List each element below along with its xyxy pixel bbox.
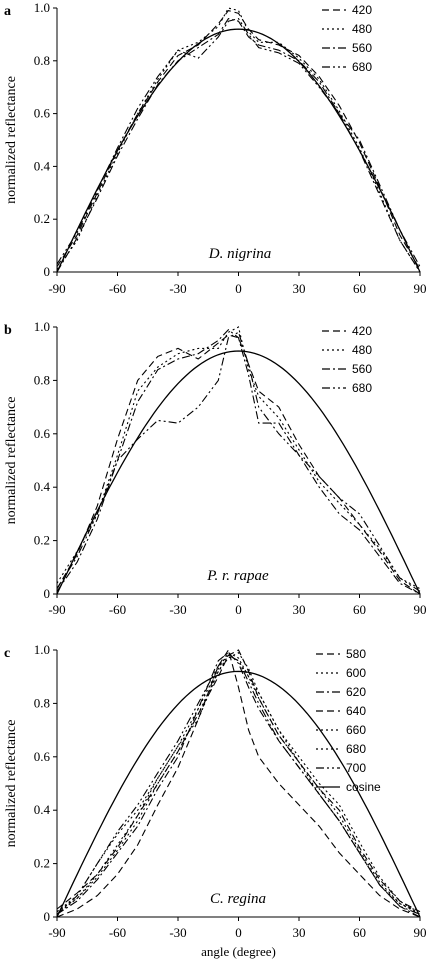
panel-label: b xyxy=(4,323,12,338)
x-tick-label: 90 xyxy=(414,281,427,296)
x-tick-label: 60 xyxy=(353,602,366,617)
legend-label: 560 xyxy=(352,362,372,376)
legend-label: 600 xyxy=(346,666,366,680)
x-tick-label: -60 xyxy=(109,925,126,940)
y-tick-label: 0.2 xyxy=(34,211,50,226)
x-tick-label: 60 xyxy=(353,281,366,296)
y-tick-label: 0.8 xyxy=(34,695,50,710)
chart-panel-a: a normalized reflectance 0 0.2 0.4 0.6 0.8 1.0 -… xyxy=(4,0,427,296)
x-tick-label: 0 xyxy=(235,281,242,296)
series-line-480 xyxy=(56,7,421,273)
legend-label: 480 xyxy=(352,343,372,357)
x-tick-label: -30 xyxy=(169,925,186,940)
y-tick-label: 1.0 xyxy=(34,319,50,334)
series-line-680 xyxy=(56,651,421,915)
x-tick-label: -90 xyxy=(48,281,65,296)
y-tick-label: 0.2 xyxy=(34,856,50,871)
series-line-560 xyxy=(56,17,421,273)
y-tick-label: 0 xyxy=(44,909,51,924)
legend-label: 680 xyxy=(352,60,372,74)
x-axis-label: angle (degree) xyxy=(201,944,276,959)
series-line-cosine xyxy=(56,670,421,918)
legend-label: 680 xyxy=(346,742,366,756)
x-tick-label: 0 xyxy=(235,602,242,617)
series-line-cosine-fit xyxy=(56,350,421,595)
y-axis-label: normalized reflectance xyxy=(4,76,19,204)
x-tick-label: -90 xyxy=(48,602,65,617)
legend-label: 480 xyxy=(352,22,372,36)
series-line-420 xyxy=(56,334,421,595)
series-line-480 xyxy=(56,326,421,590)
x-tick-label: -60 xyxy=(109,281,126,296)
series-line-660 xyxy=(56,651,421,915)
legend-label: cosine xyxy=(346,780,381,794)
y-tick-label: 0.4 xyxy=(34,802,51,817)
series-line-580 xyxy=(56,648,421,918)
species-annotation: P. r. rapae xyxy=(206,568,269,584)
x-tick-label: -30 xyxy=(169,281,186,296)
legend-label: 660 xyxy=(346,723,366,737)
series-line-680 xyxy=(56,17,421,267)
x-tick-label: -90 xyxy=(48,925,65,940)
legend-label: 560 xyxy=(352,41,372,55)
x-tick-label: -60 xyxy=(109,602,126,617)
y-axis-label: normalized reflectance xyxy=(4,397,19,525)
legend-label: 700 xyxy=(346,761,366,775)
series-line-560 xyxy=(56,328,421,595)
series-line-680 xyxy=(56,331,421,592)
chart-panel-b: b normalized reflectance 0 0.2 0.4 0.6 0.8 1.0 -… xyxy=(4,319,427,617)
y-tick-label: 0.8 xyxy=(34,372,50,387)
y-tick-label: 0.4 xyxy=(34,158,51,173)
legend-label: 680 xyxy=(352,381,372,395)
x-tick-label: 60 xyxy=(353,925,366,940)
x-tick-label: 30 xyxy=(293,925,306,940)
legend-label: 620 xyxy=(346,685,366,699)
x-tick-label: 30 xyxy=(293,602,306,617)
y-tick-label: 0.6 xyxy=(34,106,51,121)
series-line-cosine-fit xyxy=(56,28,421,273)
species-annotation: C. regina xyxy=(210,891,266,907)
chart-panel-c: c normalized reflectance 0 0.2 0.4 0.6 0.8 1.0 -… xyxy=(4,642,427,959)
y-tick-label: 1.0 xyxy=(34,0,50,15)
y-tick-label: 0.6 xyxy=(34,426,51,441)
x-tick-label: 90 xyxy=(414,925,427,940)
x-tick-label: 90 xyxy=(414,602,427,617)
y-tick-label: 0 xyxy=(44,586,51,601)
y-tick-label: 0.6 xyxy=(34,749,51,764)
series-line-620 xyxy=(56,651,421,918)
y-tick-label: 0.2 xyxy=(34,533,50,548)
legend-label: 420 xyxy=(352,3,372,17)
panel-label: a xyxy=(4,4,11,19)
y-tick-label: 0.8 xyxy=(34,53,50,68)
legend-label: 580 xyxy=(346,647,366,661)
x-tick-label: 0 xyxy=(235,925,242,940)
series-line-640 xyxy=(56,649,421,913)
species-annotation: D. nigrina xyxy=(208,246,272,262)
x-tick-label: -30 xyxy=(169,602,186,617)
y-tick-label: 0.4 xyxy=(34,479,51,494)
y-tick-label: 1.0 xyxy=(34,642,50,657)
legend-label: 420 xyxy=(352,324,372,338)
y-tick-label: 0 xyxy=(44,264,51,279)
y-axis-label: normalized reflectance xyxy=(4,720,19,848)
panel-label: c xyxy=(4,646,10,661)
legend-label: 640 xyxy=(346,704,366,718)
x-tick-label: 30 xyxy=(293,281,306,296)
